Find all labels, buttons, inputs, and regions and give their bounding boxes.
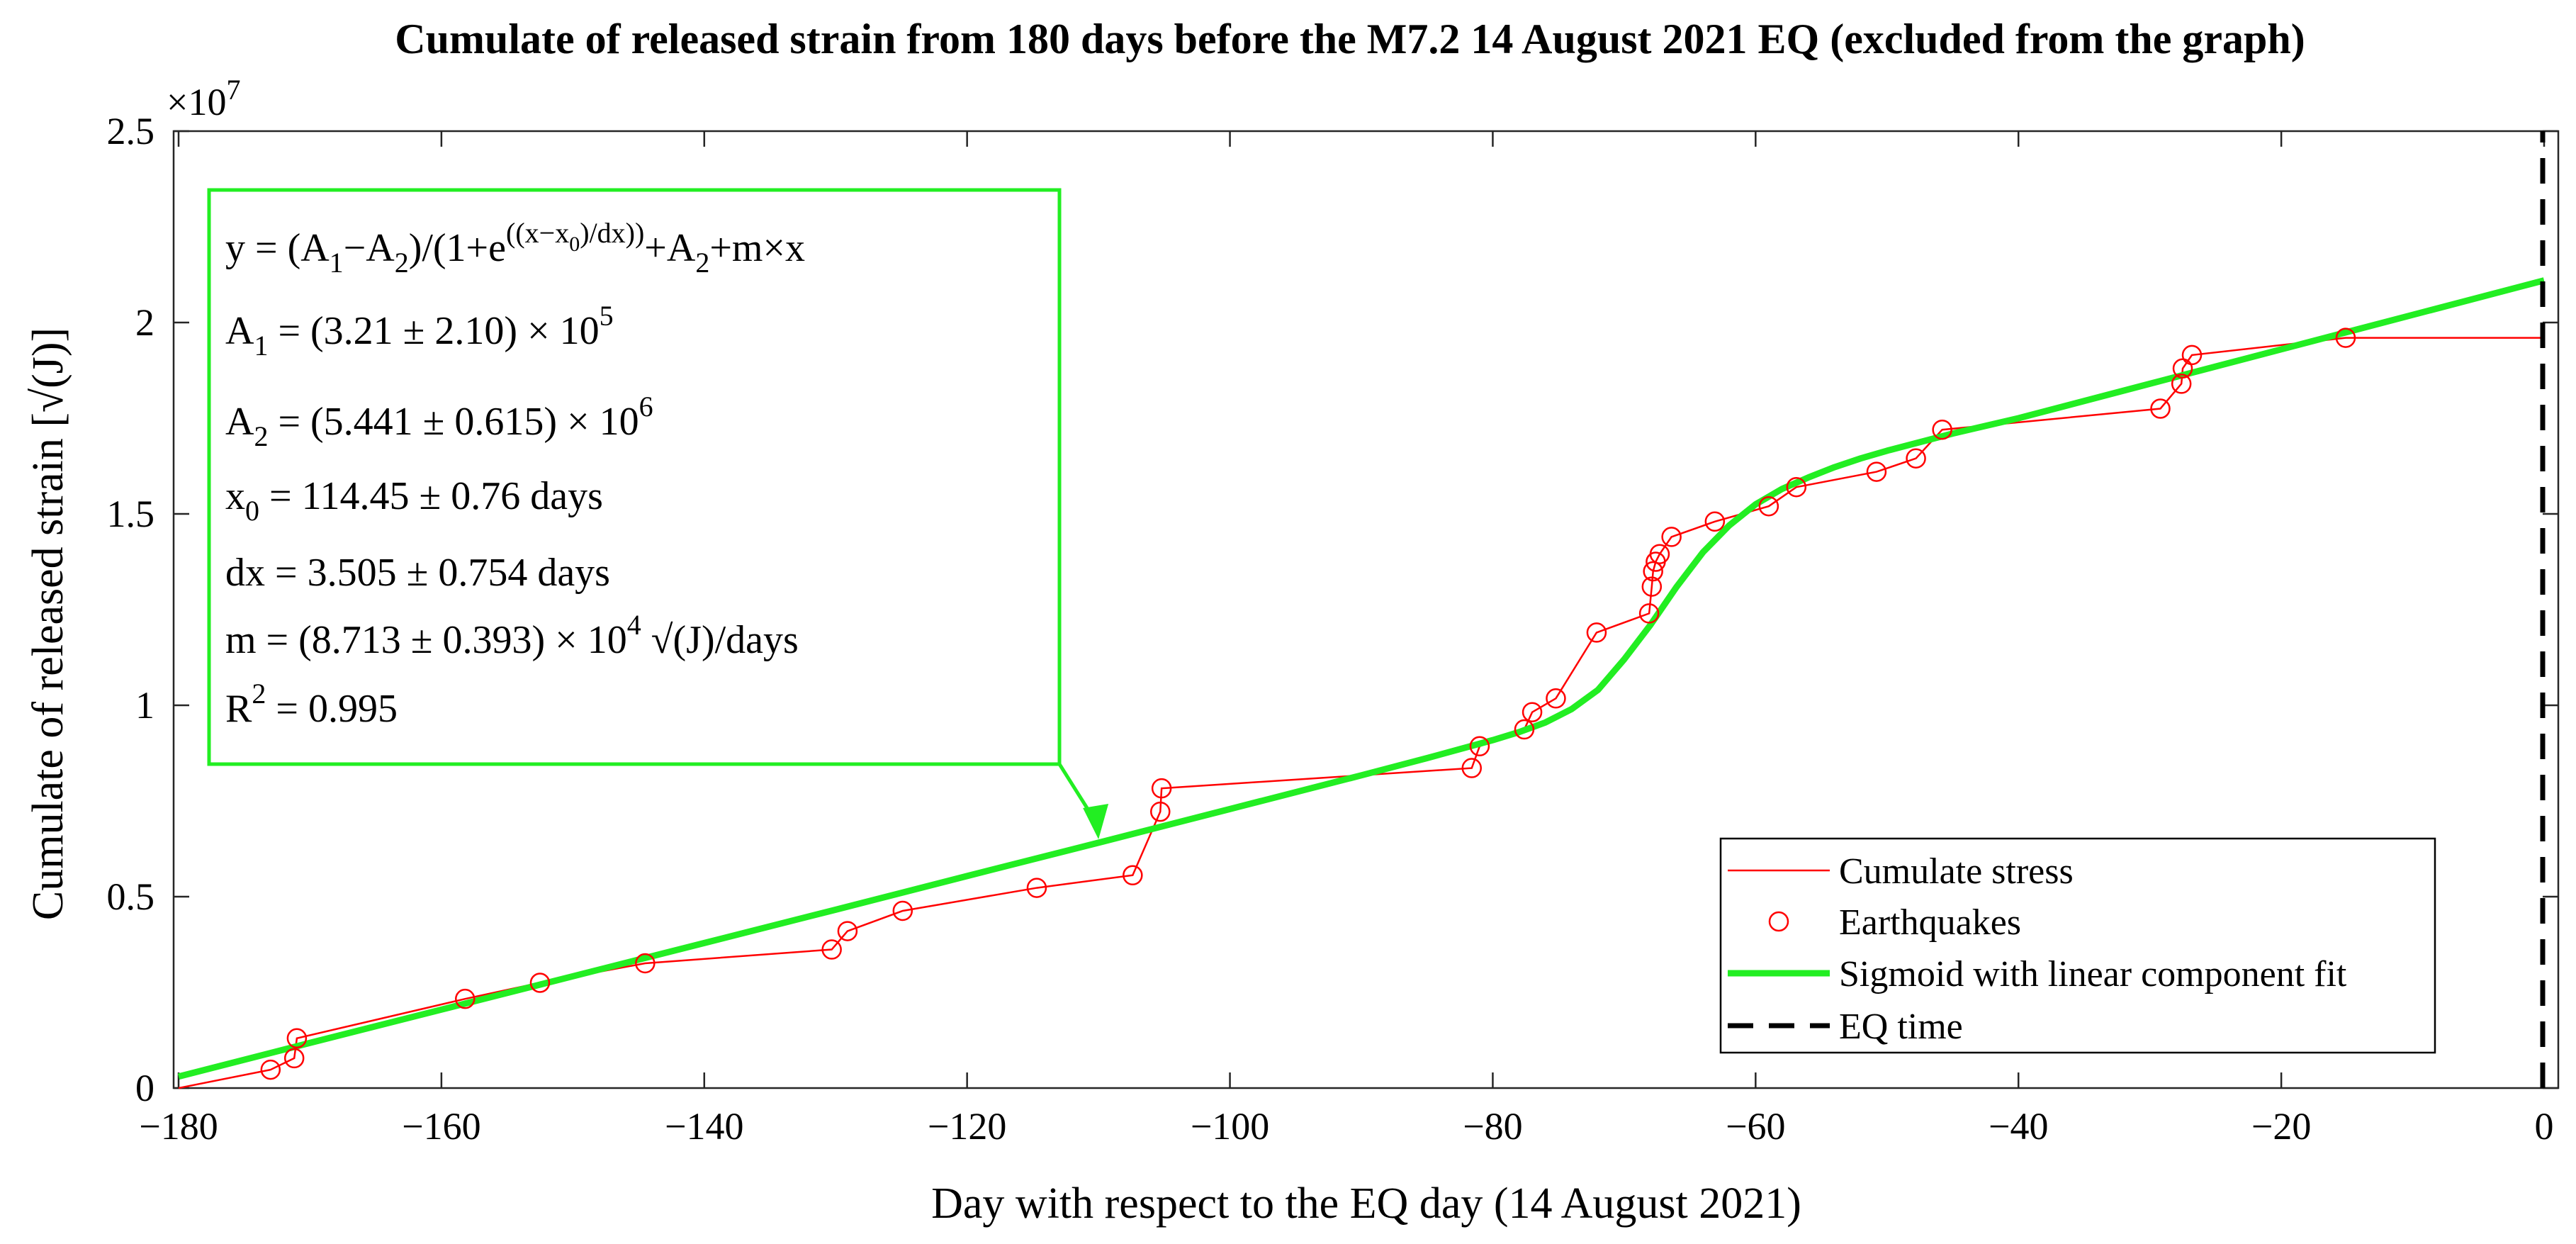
annotation-box bbox=[207, 188, 1062, 766]
earthquake-marker bbox=[1906, 448, 1926, 469]
earthquake-marker bbox=[892, 900, 913, 921]
y-tick-label: 2 bbox=[135, 301, 154, 344]
x-tick-label: −120 bbox=[928, 1105, 1006, 1148]
earthquake-marker bbox=[1522, 702, 1543, 722]
earthquake-marker bbox=[1932, 419, 1952, 440]
earthquake-marker bbox=[1758, 495, 1779, 517]
x-tick-label: −40 bbox=[1989, 1105, 2048, 1148]
earthquake-marker bbox=[2172, 358, 2193, 379]
y-tick-label: 0 bbox=[135, 1067, 154, 1109]
annotation-a2: A2 = (5.441 ± 0.615) × 106 bbox=[225, 391, 653, 452]
y-tick-label: 2.5 bbox=[107, 110, 155, 152]
earthquake-marker bbox=[1469, 736, 1490, 757]
earthquake-marker bbox=[260, 1059, 281, 1080]
x-tick-label: −180 bbox=[139, 1105, 218, 1148]
annotation-equation: y = (A1−A2)/(1+e((x−x0)/dx))+A2+m×x bbox=[225, 217, 805, 279]
earthquake-marker bbox=[635, 953, 656, 974]
earthquake-marker bbox=[1661, 527, 1682, 547]
x-tick-label: −20 bbox=[2251, 1105, 2311, 1148]
earthquake-marker bbox=[837, 921, 858, 941]
earthquake-marker bbox=[2150, 398, 2171, 419]
annotation-arrow-head bbox=[1083, 804, 1109, 839]
legend-label-eq-time: EQ time bbox=[1839, 1007, 1963, 1047]
plot-area-frame bbox=[172, 130, 2560, 1089]
series-layer bbox=[177, 131, 2546, 1089]
earthquake-marker bbox=[1786, 476, 1807, 498]
legend-box bbox=[1719, 837, 2436, 1054]
x-tick-label: −60 bbox=[1726, 1105, 1785, 1148]
chart-title: Cumulate of released strain from 180 day… bbox=[395, 16, 2305, 62]
earthquake-marker bbox=[529, 973, 551, 993]
earthquake-marker bbox=[1123, 865, 1143, 886]
annotation-x0: x0 = 114.45 ± 0.76 days bbox=[225, 474, 603, 527]
legend-swatch-earthquakes bbox=[1768, 911, 1789, 932]
y-tick-label: 1 bbox=[135, 684, 154, 727]
earthquake-marker bbox=[2171, 374, 2192, 394]
y-ticks: 0 0.5 1 1.5 2 2.5 bbox=[107, 110, 2558, 1109]
earthquake-marker bbox=[2335, 327, 2356, 348]
legend-label-earthquakes: Earthquakes bbox=[1839, 902, 2021, 943]
earthquake-marker bbox=[1866, 461, 1887, 482]
annotation-arrow bbox=[1057, 763, 1109, 839]
earthquake-marker bbox=[1638, 603, 1660, 624]
series-sigmoid-fit-line bbox=[177, 277, 2546, 1080]
earthquake-marker bbox=[1586, 622, 1607, 643]
earthquake-marker bbox=[1649, 544, 1670, 564]
earthquake-marker bbox=[286, 1028, 308, 1049]
x-tick-label: 0 bbox=[2535, 1105, 2554, 1148]
earthquake-marker bbox=[1641, 576, 1663, 597]
x-tick-label: −100 bbox=[1191, 1105, 1269, 1148]
y-axis-label: Cumulate of released strain [√(J)] bbox=[24, 327, 72, 920]
earthquake-marker bbox=[1026, 878, 1047, 898]
fit-annotation: y = (A1−A2)/(1+e((x−x0)/dx))+A2+m×x A1 =… bbox=[207, 188, 1062, 766]
y-exponent-prefix: ×10 bbox=[167, 81, 226, 123]
legend-label-cumulate-stress: Cumulate stress bbox=[1839, 851, 2074, 892]
legend-label-sigmoid-fit: Sigmoid with linear component fit bbox=[1839, 954, 2347, 994]
earthquake-marker bbox=[1546, 688, 1566, 709]
y-tick-label: 0.5 bbox=[107, 875, 155, 918]
x-axis-label: Day with respect to the EQ day (14 Augus… bbox=[931, 1179, 1801, 1228]
annotation-dx: dx = 3.505 ± 0.754 days bbox=[225, 551, 610, 595]
earthquake-marker bbox=[1151, 778, 1172, 799]
legend: Cumulate stress Earthquakes Sigmoid with… bbox=[1719, 837, 2436, 1054]
y-exponent-value: 7 bbox=[226, 74, 240, 106]
earthquake-marker bbox=[1514, 719, 1535, 740]
earthquake-marker bbox=[2181, 344, 2203, 366]
earthquake-marker bbox=[1704, 511, 1726, 532]
x-ticks: −180 −160 −140 −120 −100 −80 −60 −40 −20 0 bbox=[139, 131, 2554, 1148]
x-tick-label: −80 bbox=[1463, 1105, 1522, 1148]
earthquake-marker bbox=[821, 939, 842, 960]
x-tick-label: −160 bbox=[402, 1105, 480, 1148]
earthquake-marker bbox=[1150, 801, 1171, 822]
earthquake-marker bbox=[455, 988, 476, 1009]
earthquake-marker bbox=[283, 1048, 305, 1069]
y-tick-label: 1.5 bbox=[107, 493, 155, 535]
y-exponent-label: ×107 bbox=[167, 74, 240, 123]
earthquake-marker bbox=[1643, 561, 1663, 582]
earthquake-marker bbox=[1461, 758, 1483, 778]
annotation-a1: A1 = (3.21 ± 2.10) × 105 bbox=[225, 300, 614, 362]
annotation-m: m = (8.713 ± 0.393) × 104 √(J)/days bbox=[225, 609, 799, 662]
x-tick-label: −140 bbox=[665, 1105, 743, 1148]
annotation-r2: R2 = 0.995 bbox=[225, 678, 398, 731]
